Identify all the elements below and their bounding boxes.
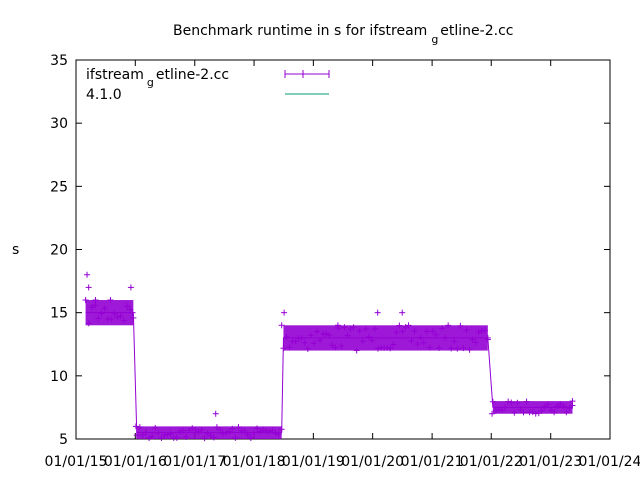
- x-tick-label: 01/01/24: [579, 454, 640, 470]
- y-tick-label: 25: [50, 179, 68, 195]
- y-tick-label: 20: [50, 243, 68, 259]
- y-axis-label: s: [12, 242, 19, 258]
- x-tick-label: 01/01/15: [45, 454, 108, 470]
- x-tick-label: 01/01/16: [104, 454, 167, 470]
- plot-frame: [75, 59, 611, 440]
- legend-label-series-1-rest: etline-2.cc: [156, 67, 229, 83]
- y-tick-label: 5: [59, 432, 68, 448]
- y-tick-label: 10: [50, 369, 68, 385]
- x-tick-label: 01/01/20: [341, 454, 404, 470]
- legend: ifstream g etline-2.cc 4.1.0: [86, 67, 330, 103]
- x-tick-label: 01/01/21: [401, 454, 464, 470]
- y-axis-ticks: 5 10 15 20 25 30 35: [50, 53, 610, 448]
- y-tick-label: 15: [50, 306, 68, 322]
- series-1-segment: [82, 297, 137, 327]
- chart-title-rest: etline-2.cc: [440, 23, 513, 39]
- chart-title: Benchmark runtime in s for ifstream g et…: [173, 23, 513, 46]
- series-1-line: [85, 312, 573, 434]
- chart-title-subscript: g: [431, 33, 438, 46]
- x-axis-ticks: 01/01/1501/01/1601/01/1701/01/1801/01/19…: [45, 60, 640, 470]
- y-tick-label: 35: [50, 53, 68, 69]
- x-tick-label: 01/01/23: [519, 454, 582, 470]
- legend-label-series-1-subscript: g: [147, 76, 154, 89]
- chart-title-main: Benchmark runtime in s for ifstream: [173, 23, 427, 39]
- series-layer: [82, 271, 576, 442]
- legend-label-series-2: 4.1.0: [86, 87, 122, 103]
- x-tick-label: 01/01/19: [282, 454, 345, 470]
- legend-label-series-1-main: ifstream: [86, 67, 144, 83]
- x-tick-label: 01/01/17: [163, 454, 226, 470]
- y-tick-label: 30: [50, 116, 68, 132]
- x-tick-label: 01/01/18: [223, 454, 286, 470]
- x-tick-label: 01/01/22: [460, 454, 523, 470]
